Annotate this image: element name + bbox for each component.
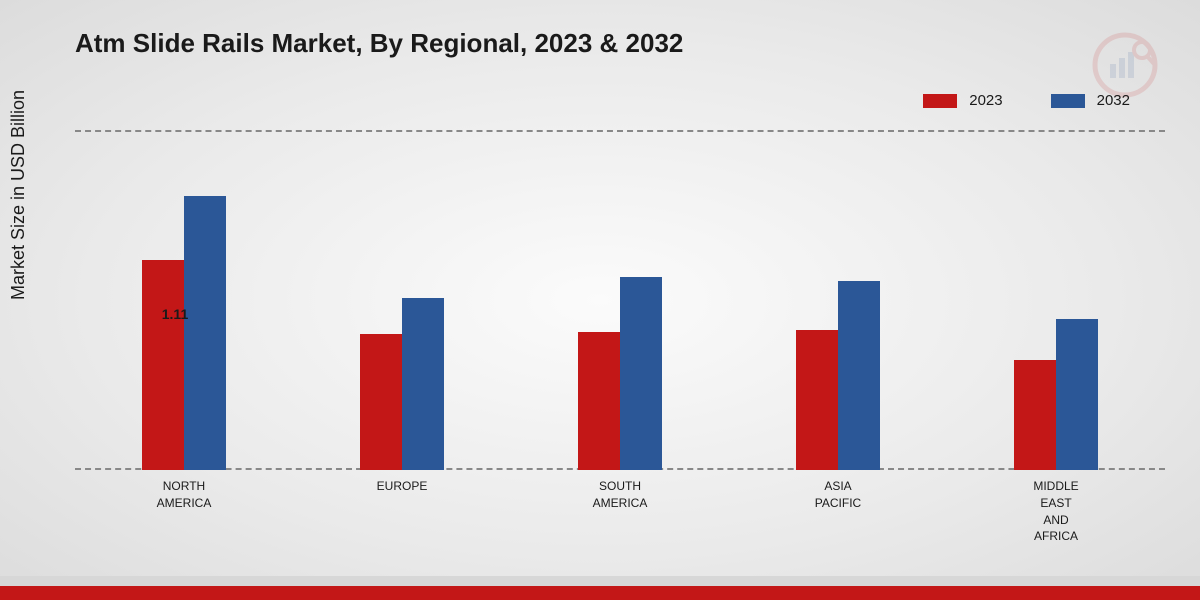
y-axis-label: Market Size in USD Billion (8, 90, 29, 300)
watermark-logo (1090, 30, 1160, 100)
bar (796, 330, 838, 470)
footer-gray-bar (0, 576, 1200, 586)
legend-item-2032: 2032 (1051, 92, 1130, 109)
bars-container: 1.11 (75, 130, 1165, 470)
bar (620, 277, 662, 470)
bar (184, 196, 226, 470)
bar-group (511, 277, 729, 470)
bar-group (293, 298, 511, 470)
legend-swatch (1051, 94, 1085, 108)
bar (402, 298, 444, 470)
legend: 2023 2032 (923, 92, 1130, 109)
bar (838, 281, 880, 470)
footer-accent-bar (0, 586, 1200, 600)
legend-label: 2023 (969, 92, 1002, 109)
bar (1056, 319, 1098, 470)
bar (578, 332, 620, 470)
bar-group (947, 319, 1165, 470)
plot-area: 1.11 (75, 130, 1165, 470)
legend-label: 2032 (1097, 92, 1130, 109)
bar (1014, 360, 1056, 470)
legend-item-2023: 2023 (923, 92, 1002, 109)
bar-group (729, 281, 947, 470)
chart-title: Atm Slide Rails Market, By Regional, 202… (75, 28, 683, 59)
bar (142, 260, 184, 470)
legend-swatch (923, 94, 957, 108)
bar-value-label: 1.11 (162, 306, 188, 322)
bar (360, 334, 402, 470)
bar-group: 1.11 (75, 196, 293, 470)
